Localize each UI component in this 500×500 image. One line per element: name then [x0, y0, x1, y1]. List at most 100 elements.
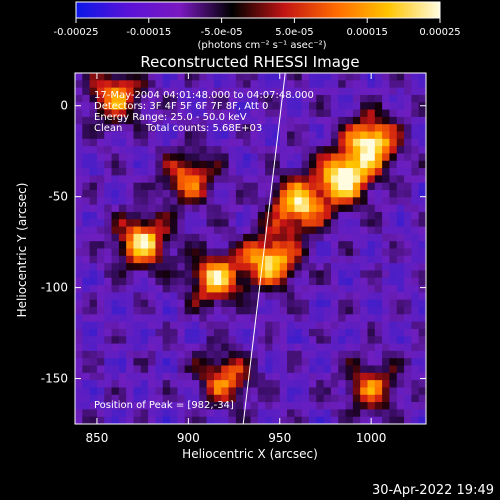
heatmap-cell [272, 248, 281, 257]
heatmap-cell [89, 350, 98, 359]
heatmap-cell [309, 299, 317, 308]
heatmap-cell [389, 168, 398, 176]
heatmap-cell [360, 350, 369, 359]
heatmap-cell [148, 102, 157, 111]
heatmap-cell [287, 226, 295, 235]
heatmap-cell [287, 263, 295, 272]
heatmap-cell [126, 248, 135, 257]
heatmap-cell [111, 175, 120, 184]
heatmap-cell [206, 350, 215, 359]
heatmap-cell [140, 299, 149, 308]
heatmap-cell [287, 175, 295, 184]
heatmap-cell [192, 124, 200, 133]
heatmap-cell [338, 409, 347, 418]
heatmap-cell [411, 116, 420, 125]
heatmap-cell [82, 182, 91, 191]
heatmap-cell [133, 285, 142, 293]
heatmap-cell [96, 102, 105, 111]
heatmap-cell [374, 197, 383, 206]
heatmap-cell [389, 350, 398, 359]
heatmap-cell [316, 190, 325, 198]
heatmap-cell [411, 219, 420, 228]
heatmap-cell [82, 124, 91, 133]
heatmap-cell [257, 241, 266, 250]
heatmap-cell [192, 226, 200, 235]
heatmap-cell [287, 285, 295, 293]
heatmap-cell [162, 204, 171, 213]
heatmap-cell [221, 73, 230, 81]
heatmap-cell [75, 380, 83, 389]
heatmap-cell [89, 116, 98, 125]
heatmap-cell [199, 321, 208, 330]
heatmap-cell [316, 204, 325, 213]
heatmap-cell [118, 80, 127, 89]
heatmap-cell [213, 131, 222, 140]
heatmap-cell [162, 394, 171, 403]
heatmap-cell [133, 226, 142, 235]
heatmap-cell [221, 87, 230, 96]
heatmap-cell [352, 292, 361, 301]
heatmap-cell [257, 226, 266, 235]
heatmap-cell [111, 358, 120, 367]
heatmap-cell [345, 241, 354, 250]
heatmap-cell [206, 380, 215, 389]
heatmap-cell [396, 233, 405, 242]
heatmap-cell [352, 285, 361, 293]
heatmap-cell [287, 292, 295, 301]
heatmap-cell [330, 204, 339, 213]
heatmap-cell [104, 197, 113, 206]
heatmap-cell [221, 124, 230, 133]
heatmap-cell [170, 226, 178, 235]
heatmap-cell [235, 80, 244, 89]
heatmap-cell [148, 255, 157, 264]
heatmap-cell [199, 211, 208, 220]
heatmap-cell [345, 387, 354, 396]
heatmap-cell [162, 190, 171, 198]
heatmap-cell [235, 394, 244, 403]
heatmap-cell [89, 299, 98, 308]
heatmap-cell [338, 146, 347, 155]
heatmap-cell [162, 153, 171, 162]
colorbar-gradient [75, 1, 441, 19]
heatmap-cell [75, 190, 83, 198]
heatmap-cell [170, 182, 178, 191]
heatmap-cell [75, 328, 83, 337]
heatmap-cell [411, 350, 420, 359]
heatmap-cell [309, 350, 317, 359]
heatmap-cell [323, 197, 332, 206]
heatmap-cell [221, 94, 230, 103]
heatmap-cell [162, 131, 171, 140]
heatmap-cell [199, 109, 208, 118]
heatmap-cell [257, 138, 266, 147]
heatmap-cell [170, 190, 178, 198]
heatmap-cell [272, 153, 281, 162]
heatmap-cell [184, 197, 193, 206]
heatmap-cell [118, 321, 127, 330]
heatmap-cell [389, 109, 398, 118]
heatmap-cell [294, 87, 303, 96]
heatmap-cell [411, 365, 420, 374]
heatmap-cell [287, 307, 295, 315]
heatmap-cell [382, 94, 391, 103]
heatmap-cell [360, 292, 369, 301]
heatmap-cell [75, 153, 83, 162]
heatmap-cell [396, 109, 405, 118]
heatmap-cell [330, 307, 339, 315]
heatmap-cell [170, 233, 178, 242]
heatmap-cell [294, 409, 303, 418]
heatmap-cell [199, 124, 208, 133]
heatmap-cell [360, 124, 369, 133]
heatmap-cell [199, 190, 208, 198]
heatmap-cell [96, 270, 105, 279]
heatmap-cell [272, 387, 281, 396]
heatmap-cell [279, 328, 288, 337]
heatmap-cell [279, 175, 288, 184]
heatmap-cell [265, 241, 274, 250]
heatmap-cell [352, 160, 361, 169]
heatmap-cell [170, 80, 178, 89]
heatmap-cell [118, 248, 127, 257]
heatmap-cell [309, 380, 317, 389]
heatmap-cell [75, 285, 83, 293]
heatmap-cell [111, 292, 120, 301]
heatmap-cell [199, 277, 208, 286]
